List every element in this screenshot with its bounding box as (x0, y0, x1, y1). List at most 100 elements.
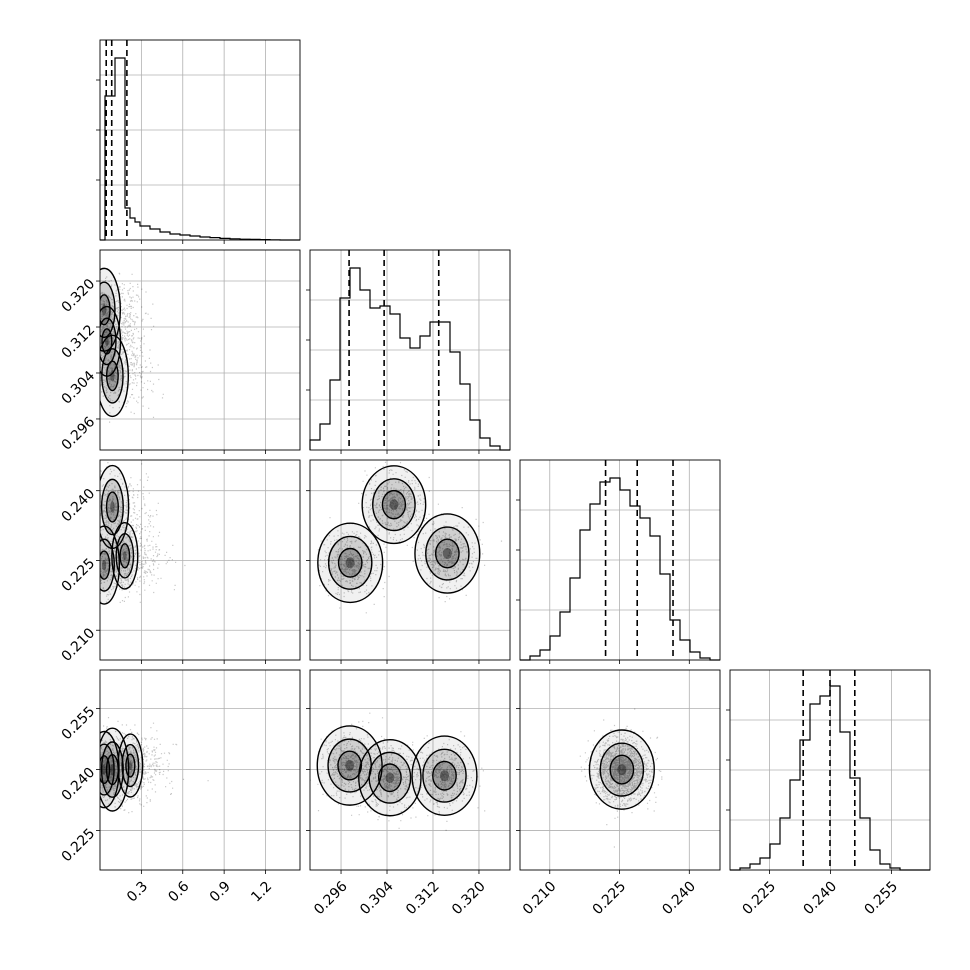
density-layer (100, 717, 209, 814)
contour-mode0-level3 (345, 760, 355, 772)
density-layer (100, 462, 186, 605)
density-layer (310, 712, 486, 831)
panel-r3-c0: 0.3 0.6 0.9 1.2 0.225 0.240 0.255 (59, 669, 301, 906)
xtick-label-p2-2: 0.240 (659, 878, 699, 918)
contour-mode0-level3 (110, 501, 115, 513)
xtick-label-p3-1: 0.240 (801, 878, 841, 918)
contour-mode1-level3 (102, 764, 107, 775)
contour-mode2-level0 (100, 305, 122, 377)
histogram-step-3 (730, 685, 930, 871)
contour-mode0-level0 (588, 729, 655, 810)
contour-mode2-level3 (128, 761, 133, 770)
contour-mode1-level1 (100, 538, 115, 592)
contour-mode2-level3 (442, 547, 452, 559)
contour-mode2-level0 (414, 513, 481, 594)
contour-mode1-level3 (389, 499, 399, 511)
ytick-label-p1-1: 0.304 (59, 368, 99, 408)
panel-frame (519, 459, 721, 661)
histogram-step-2 (520, 477, 720, 661)
contour-mode2-level2 (434, 538, 460, 569)
panel-r2-c2 (516, 459, 721, 664)
xtick-label-p1-2: 0.312 (403, 878, 443, 918)
contour-mode2-level1 (425, 526, 470, 581)
contour-mode1-level2 (377, 763, 402, 793)
panel-r0-c0 (96, 39, 301, 244)
ytick-label-p2-0: 0.210 (59, 625, 99, 665)
panel-frame (99, 459, 301, 661)
panel-frame (99, 249, 301, 451)
contour-mode0-level2 (337, 547, 363, 578)
xtick-label-p1-3: 0.320 (449, 878, 489, 918)
contour-mode0-level2 (105, 491, 119, 523)
density-layer (310, 460, 503, 614)
xtick-label-p0-3: 1.2 (248, 878, 275, 905)
panel-frame (309, 669, 511, 871)
contour-mode0-level1 (100, 478, 124, 536)
panel-frame (99, 39, 301, 241)
panel-frame (519, 669, 721, 871)
ytick-label-p2-1: 0.225 (59, 555, 99, 595)
density-layer (579, 708, 663, 848)
scatter-points (100, 272, 164, 423)
ytick-label-p3-0: 0.225 (59, 826, 99, 866)
contour-mode2-level3 (105, 336, 109, 347)
xtick-label-p3-0: 0.225 (740, 878, 780, 918)
contour-mode2-level2 (125, 753, 136, 778)
xtick-label-p0-2: 0.9 (207, 878, 234, 905)
contour-mode1-level2 (100, 550, 111, 580)
contour-mode2-level0 (411, 735, 478, 816)
histogram-step-0 (100, 57, 300, 241)
contour-mode0-level2 (100, 294, 111, 326)
contour-mode2-level1 (422, 748, 467, 803)
contour-mode1-level3 (102, 559, 107, 571)
contour-mode1-level0 (358, 739, 422, 817)
contour-mode0-level3 (617, 764, 627, 776)
scatter-points (579, 708, 663, 848)
contour-mode0-level2 (337, 750, 363, 781)
contour-mode0-level2 (609, 754, 635, 785)
contour-mode2-level3 (439, 770, 449, 782)
contour-mode2-level1 (115, 533, 135, 579)
panel-r2-c1 (306, 459, 511, 664)
ytick-label-p3-2: 0.255 (59, 704, 99, 744)
panel-frame (309, 249, 511, 451)
panel-r3-c1: 0.296 0.304 0.312 0.320 (306, 669, 511, 918)
panel-frame (99, 669, 301, 871)
histogram-step-1 (309, 267, 510, 451)
ytick-label-p3-1: 0.240 (59, 765, 99, 805)
panel-r3-c2: 0.210 0.225 0.240 (516, 669, 721, 918)
contour-mode0-level3 (345, 557, 355, 569)
contour-mode1-level0 (361, 465, 427, 545)
contour-mode1-level0 (100, 334, 129, 418)
scatter-points (310, 712, 486, 831)
contour-mode1-level1 (368, 751, 412, 804)
xtick-label-p2-0: 0.210 (520, 878, 560, 918)
xtick-label-p1-0: 0.296 (311, 878, 351, 918)
ytick-label-p1-0: 0.296 (59, 414, 99, 454)
xtick-label-p0-0: 0.3 (124, 878, 151, 905)
xtick-label-p1-1: 0.304 (357, 878, 397, 918)
ytick-label-p2-2: 0.240 (59, 486, 99, 526)
panel-r2-c0: 0.210 0.225 0.240 (59, 459, 301, 665)
panel-r3-c3: 0.225 0.240 0.255 (726, 669, 931, 918)
contour-mode0-level1 (327, 535, 373, 590)
contour-mode2-level2 (101, 328, 113, 355)
contour-mode1-level2 (100, 755, 111, 785)
contour-mode0-level0 (317, 522, 384, 604)
xtick-label-p2-1: 0.225 (590, 878, 630, 918)
xtick-label-p3-2: 0.255 (861, 878, 901, 918)
contour-mode1-level3 (385, 772, 395, 784)
scatter-points (100, 462, 186, 603)
xtick-label-p0-1: 0.6 (165, 878, 192, 905)
ytick-label-p1-3: 0.320 (59, 276, 99, 316)
contour-mode1-level2 (381, 489, 407, 520)
panel-frame (729, 669, 931, 871)
contour-mode1-level1 (372, 478, 416, 532)
panel-r1-c1 (306, 249, 511, 454)
panel-frame (309, 459, 511, 661)
density-layer (100, 267, 164, 423)
contour-mode2-level1 (100, 317, 117, 366)
contour-mode0-level0 (316, 725, 383, 806)
contour-mode2-level2 (432, 760, 457, 791)
